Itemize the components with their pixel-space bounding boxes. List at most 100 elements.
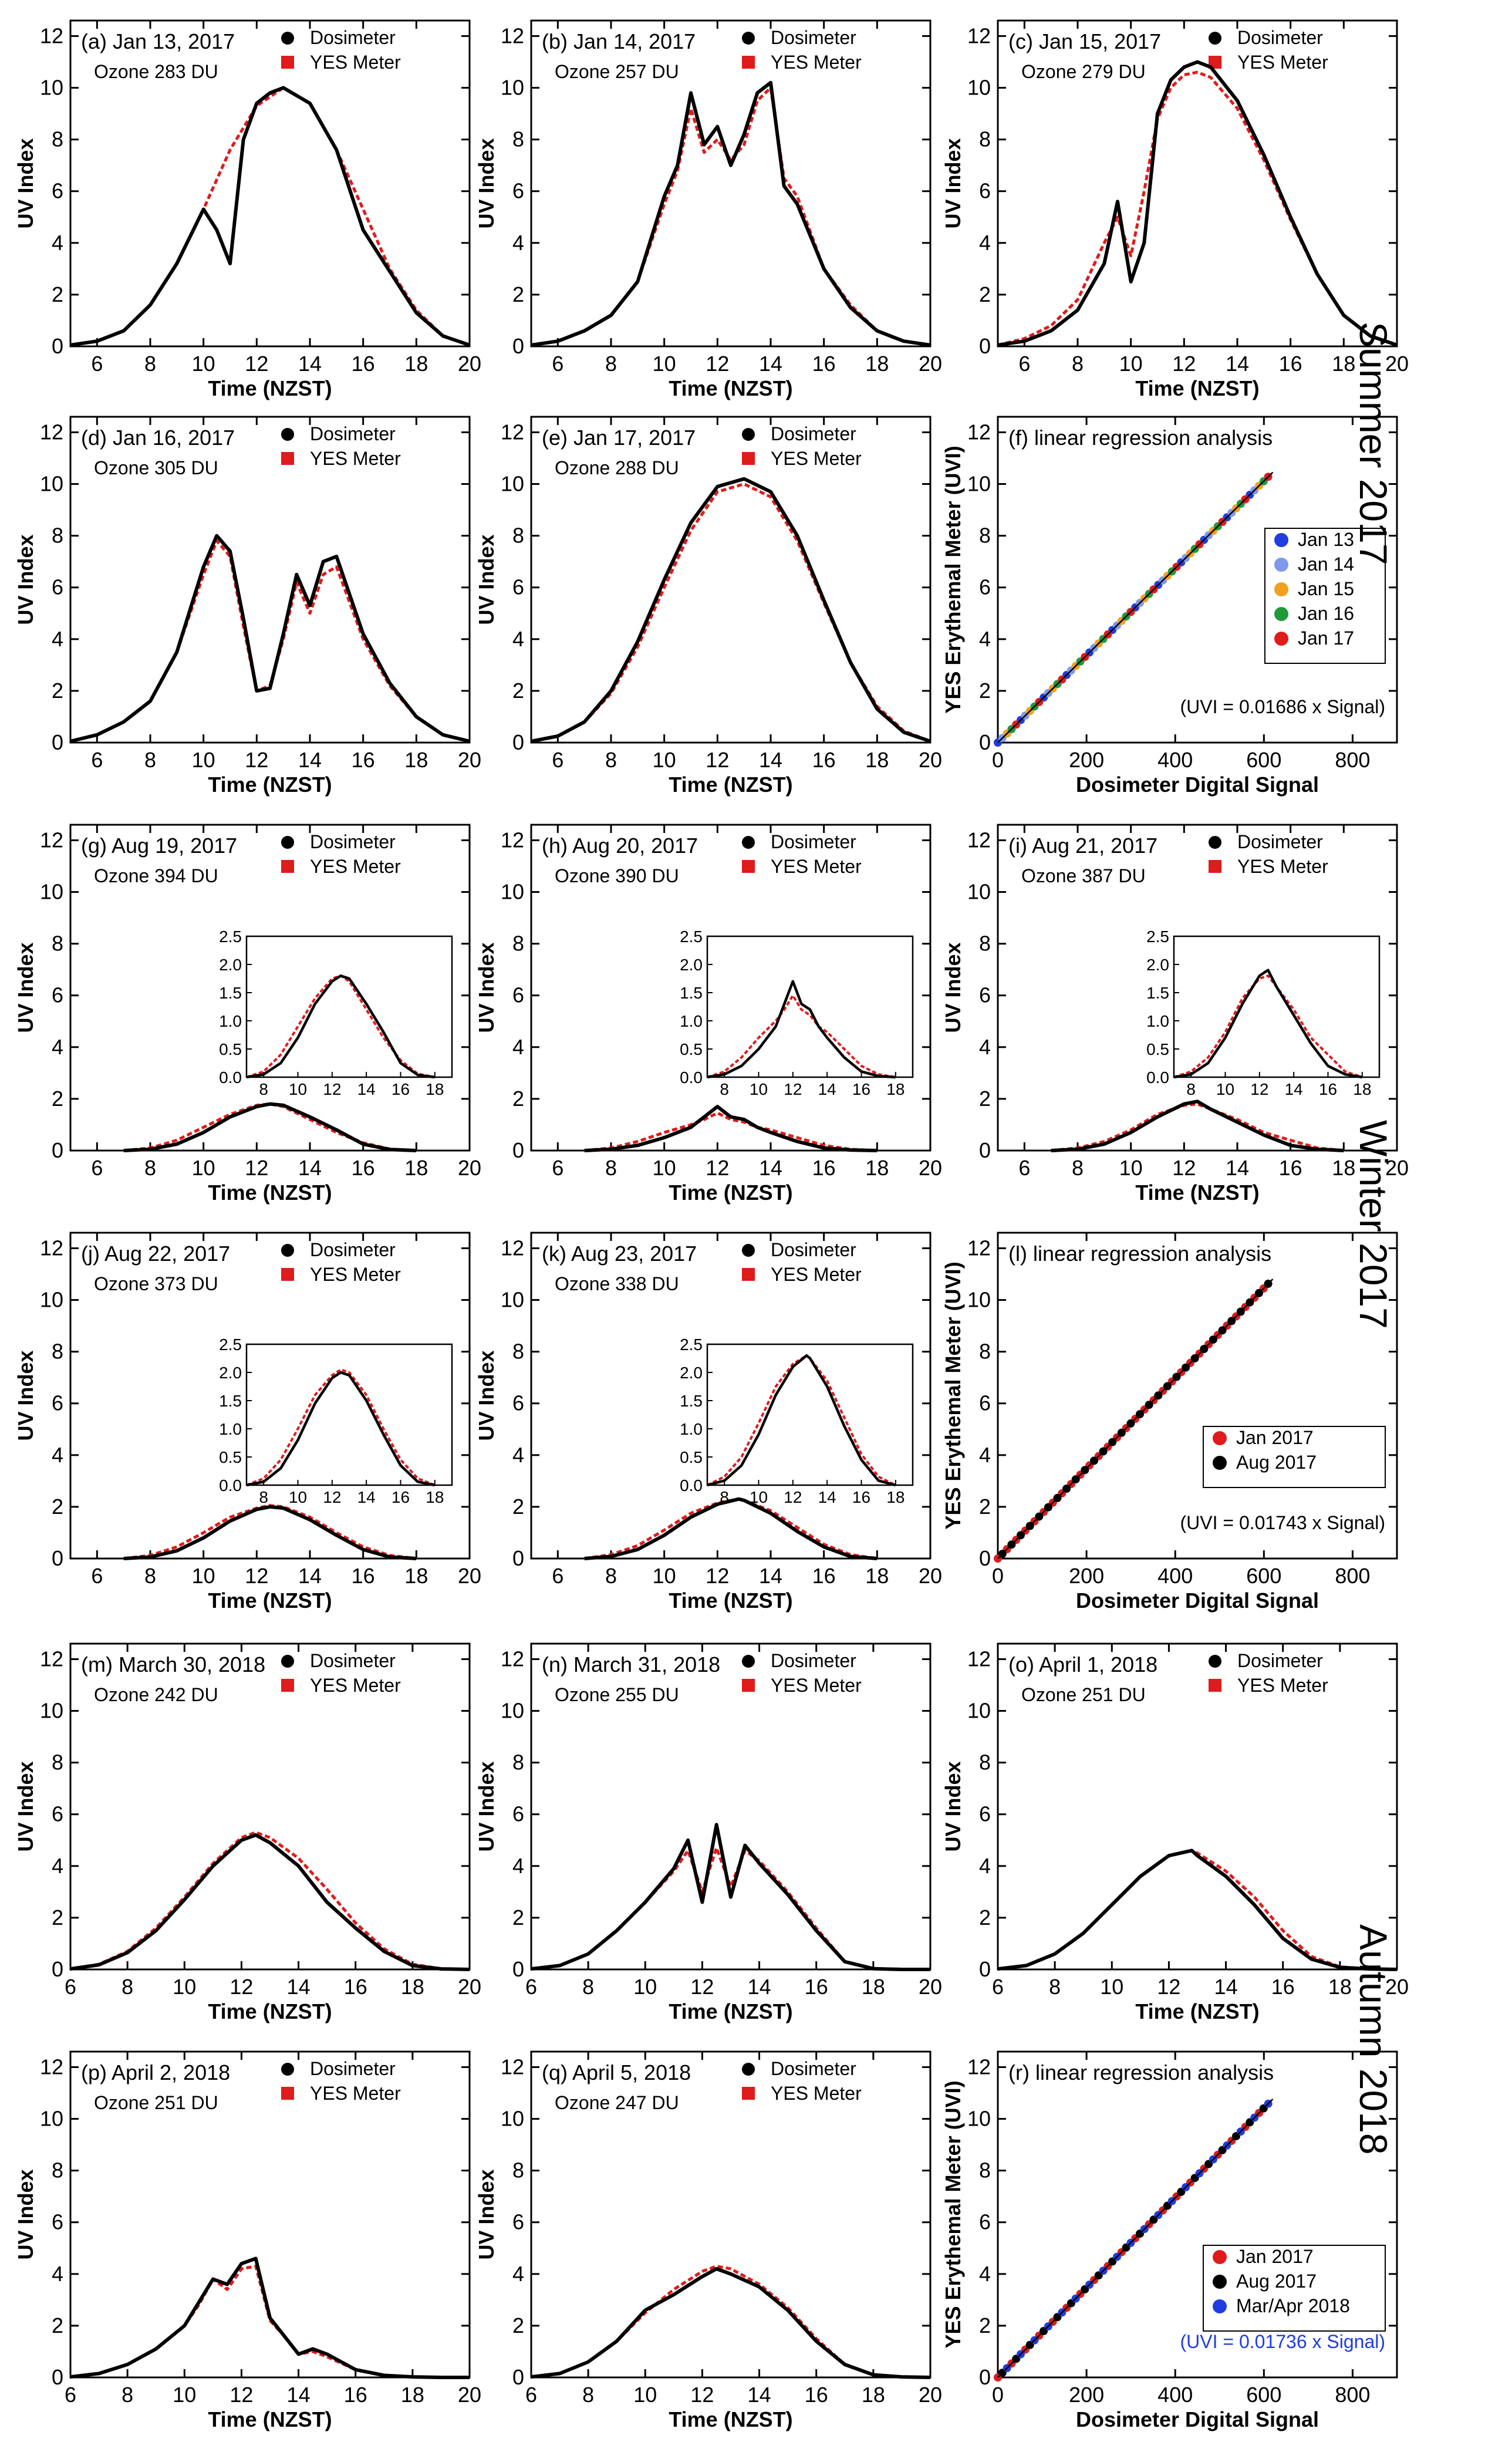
legend-marker-dosimeter <box>1209 1655 1221 1668</box>
x-tick-label: 14 <box>759 748 782 772</box>
series-line-dosimeter <box>531 1823 930 1971</box>
legend-marker-yes <box>1209 56 1221 69</box>
y-tick-label: 8 <box>52 1750 63 1775</box>
x-tick-label: 10 <box>1100 1975 1123 1999</box>
x-tick-label: 12 <box>1172 1156 1196 1180</box>
y-tick-label: 6 <box>52 575 63 599</box>
inset-y-tick-label: 2.5 <box>680 1335 703 1354</box>
legend-label: YES Meter <box>310 2083 401 2104</box>
y-tick-label: 12 <box>40 1236 63 1260</box>
x-tick-label: 8 <box>144 1156 156 1180</box>
legend-marker-dosimeter <box>281 836 294 849</box>
legend-marker-yes <box>742 2087 755 2100</box>
inset-y-tick-label: 1.5 <box>219 1392 242 1410</box>
y-tick-label: 4 <box>512 627 524 651</box>
x-tick-label: 8 <box>1072 1156 1084 1180</box>
inset-series-line-dosimeter <box>707 1354 896 1487</box>
y-tick-label: 8 <box>512 127 524 151</box>
inset-y-tick-label: 1.5 <box>680 984 703 1002</box>
inset-y-tick-label: 1.5 <box>219 984 242 1002</box>
inset-x-tick-label: 10 <box>750 1488 768 1506</box>
y-tick-label: 0 <box>979 334 991 358</box>
x-axis-label: Time (NZST) <box>208 1999 332 2023</box>
x-tick-label: 20 <box>919 1564 942 1588</box>
inset-x-tick-label: 16 <box>1319 1080 1337 1098</box>
x-tick-label: 6 <box>65 1975 76 1999</box>
y-tick-label: 2 <box>512 1087 524 1111</box>
series-line-dosimeter <box>123 1505 417 1560</box>
y-tick-label: 12 <box>967 828 991 852</box>
panel-title: (o) April 1, 2018 <box>1008 1652 1157 1677</box>
legend-label: Jan 13 <box>1298 529 1354 550</box>
legend-label: Dosimeter <box>771 2058 856 2079</box>
y-axis-label: YES Erythemal Meter (UVI) <box>941 1261 965 1529</box>
inset-y-tick-label: 0.5 <box>680 1040 703 1058</box>
x-tick-label: 20 <box>458 352 481 376</box>
inset-x-tick-label: 8 <box>259 1080 268 1098</box>
legend-marker-yes <box>281 2087 294 2100</box>
y-tick-label: 6 <box>52 2210 63 2234</box>
x-axis-label: Time (NZST) <box>669 1999 792 2023</box>
x-tick-label: 6 <box>552 1156 563 1180</box>
legend-marker-yes <box>1209 1679 1221 1692</box>
inset-x-tick-label: 12 <box>784 1080 802 1098</box>
legend-marker-yes <box>742 1268 755 1281</box>
x-tick-label: 12 <box>1172 352 1196 376</box>
legend-label: YES Meter <box>310 448 401 469</box>
plot-frame <box>997 824 1398 1152</box>
x-tick-label: 8 <box>582 2383 594 2407</box>
x-tick-label: 10 <box>192 748 215 772</box>
x-tick-label: 6 <box>525 1975 537 1999</box>
legend-label: Aug 2017 <box>1236 1452 1317 1473</box>
x-tick-label: 20 <box>458 748 481 772</box>
x-tick-label: 10 <box>633 1975 657 1999</box>
y-tick-label: 10 <box>967 472 991 496</box>
legend-label: Dosimeter <box>771 423 856 444</box>
x-tick-label: 20 <box>458 1975 481 1999</box>
x-tick-label: 10 <box>1119 352 1143 376</box>
series-line-dosimeter <box>584 1105 878 1152</box>
y-tick-label: 8 <box>52 524 63 548</box>
legend-marker-dosimeter <box>742 1244 755 1257</box>
series-line-yes-meter <box>584 1111 878 1152</box>
x-axis-label: Dosimeter Digital Signal <box>1076 773 1319 797</box>
inset-series-line-dosimeter <box>1173 969 1363 1079</box>
y-tick-label: 2 <box>979 1495 991 1519</box>
x-tick-label: 10 <box>192 352 215 376</box>
y-tick-label: 2 <box>512 679 524 703</box>
legend-label: Dosimeter <box>310 423 396 444</box>
series-line-yes-meter <box>70 539 470 743</box>
x-tick-label: 16 <box>344 2383 367 2407</box>
inset-y-tick-label: 2.5 <box>219 927 242 946</box>
y-axis-label: UV Index <box>941 138 965 228</box>
x-tick-label: 16 <box>805 2383 828 2407</box>
y-tick-label: 4 <box>979 1443 991 1467</box>
y-tick-label: 8 <box>52 1340 63 1364</box>
x-tick-label: 14 <box>759 352 782 376</box>
x-tick-label: 14 <box>287 1975 310 1999</box>
legend-label: Dosimeter <box>310 2058 396 2079</box>
x-tick-label: 200 <box>1069 748 1104 772</box>
inset-frame <box>1173 935 1381 1078</box>
y-tick-label: 10 <box>40 472 63 496</box>
panel-title: (l) linear regression analysis <box>1008 1242 1271 1266</box>
season-label-autumn: Autumn 2018 <box>1352 1924 1395 2155</box>
legend-marker-yes <box>1209 860 1221 873</box>
legend-marker-dosimeter <box>742 32 755 45</box>
y-tick-label: 6 <box>512 983 524 1007</box>
x-tick-label: 18 <box>865 1156 889 1180</box>
y-tick-label: 6 <box>979 1391 991 1415</box>
y-tick-label: 12 <box>501 1647 524 1671</box>
y-tick-label: 12 <box>501 1236 524 1260</box>
y-tick-label: 0 <box>979 1546 991 1570</box>
inset-y-tick-label: 0.0 <box>219 1068 242 1087</box>
x-tick-label: 8 <box>582 1975 594 1999</box>
legend-label: YES Meter <box>1237 52 1328 73</box>
